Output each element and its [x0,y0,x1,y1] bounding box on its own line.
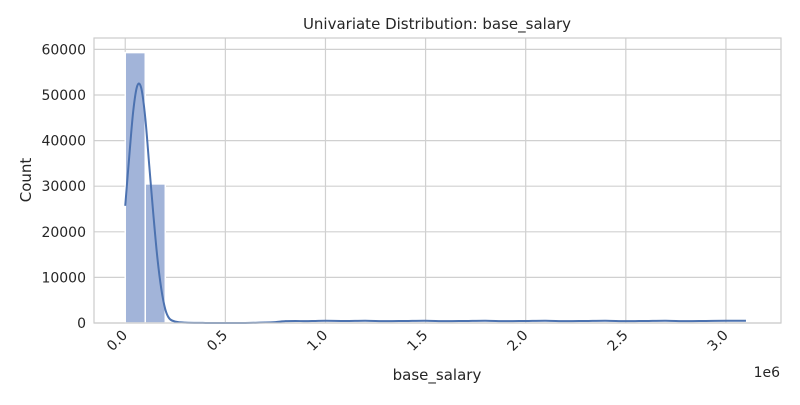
y-axis-label: Count [17,158,35,203]
y-tick-label: 50000 [41,88,86,104]
y-tick-label: 30000 [41,179,86,195]
histogram-bar [145,184,165,323]
chart-title: Univariate Distribution: base_salary [303,15,571,34]
y-tick-label: 20000 [41,225,86,241]
y-tick-label: 60000 [41,42,86,58]
y-tick-label: 0 [77,316,86,332]
y-tick-label: 10000 [41,270,86,286]
y-tick-label: 40000 [41,134,86,150]
x-offset-label: 1e6 [754,365,781,381]
x-axis-label: base_salary [393,366,482,385]
